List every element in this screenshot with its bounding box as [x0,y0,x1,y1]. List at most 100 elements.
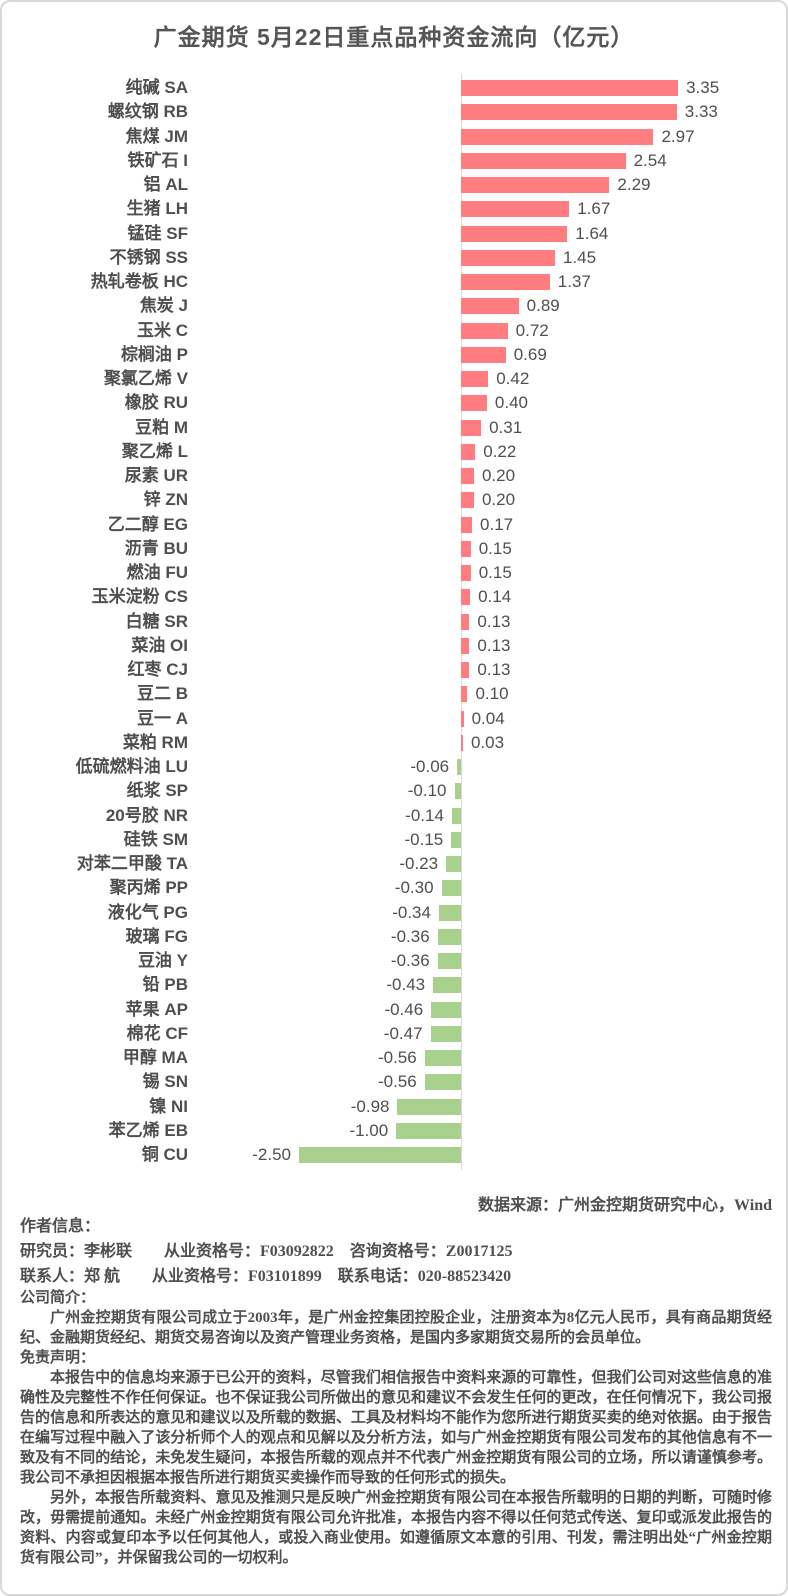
value-label: 1.64 [575,223,609,243]
chart-row: 铅 PB -0.43 [2,973,786,997]
value-label: 2.97 [661,126,695,146]
chart-row: 聚乙烯 L 0.22 [2,440,786,464]
chart-row: 镍 NI -0.98 [2,1095,786,1119]
category-label: 聚氯乙烯 V [103,369,188,388]
value-label: 0.13 [477,660,511,679]
chart-row: 玻璃 FG -0.36 [2,925,786,949]
chart-row: 20号胶 NR -0.14 [2,804,786,828]
value-label: 1.67 [577,199,611,219]
category-label: 纯碱 SA [125,78,188,97]
bar-outflow [451,807,461,824]
chart-row: 玉米 C 0.72 [2,319,786,343]
category-label: 液化气 PG [107,902,188,922]
bar-inflow [461,177,610,193]
chart-row: 沥青 BU 0.15 [2,537,786,561]
category-label: 苹果 AP [125,999,188,1019]
bar-outflow [437,928,461,945]
value-label: 0.03 [470,732,505,752]
category-label: 玉米淀粉 CS [91,587,188,607]
value-label: -0.98 [350,1096,390,1116]
value-label: -0.43 [386,975,426,995]
value-label: -0.34 [392,902,431,922]
chart-rows: 纯碱 SA 3.35 螺纹钢 RB 3.33 焦煤 JM 2.97 铁矿石 I 2.54 铝 A… [2,76,786,1167]
chart-row: 聚氯乙烯 V 0.42 [2,367,786,391]
category-label: 橡胶 RU [124,393,188,413]
value-label: 0.04 [471,708,505,728]
bar-outflow [299,1147,461,1163]
chart-row: 白糖 SR 0.13 [2,610,786,634]
category-label: 红枣 CJ [127,660,188,679]
disclaimer-heading: 免责声明： [20,1350,96,1366]
chart-row: 棕榈油 P 0.69 [2,343,786,367]
author-info-block: 作者信息： 研究员：李彬联 从业资格号：F03092822 咨询资格号：Z001… [20,1214,772,1289]
value-label: 0.42 [496,369,530,388]
category-label: 棕榈油 P [120,344,188,364]
bar-outflow [438,904,461,921]
chart-row: 低硫燃料油 LU -0.06 [2,755,786,779]
value-label: 3.35 [686,78,720,97]
value-label: -0.36 [390,926,430,946]
chart-row: 燃油 FU 0.15 [2,561,786,585]
bar-inflow [461,565,471,581]
chart-row: 豆二 B 0.10 [2,682,786,706]
value-label: 0.17 [480,514,514,534]
category-label: 豆粕 M [135,417,188,437]
bar-inflow [461,540,471,557]
chart-row: 液化气 PG -0.34 [2,901,786,925]
bar-inflow [461,322,508,339]
category-label: 锰硅 SF [127,223,188,243]
chart-row: 聚丙烯 PP -0.30 [2,876,786,900]
bar-outflow [424,1074,461,1091]
chart-row: 豆油 Y -0.36 [2,949,786,973]
bar-inflow [461,80,679,96]
bar-outflow [446,856,461,872]
bar-outflow [437,953,461,969]
bar-inflow [461,468,474,484]
company-profile-text: 广州金控期货有限公司成立于2003年，是广州金控集团控股企业，注册资本为8亿元人… [20,1310,772,1346]
value-label: 0.15 [478,538,512,558]
category-label: 尿素 UR [124,466,188,485]
fund-flow-bar-chart: 纯碱 SA 3.35 螺纹钢 RB 3.33 焦煤 JM 2.97 铁矿石 I 2.54 铝 A… [2,74,786,1170]
contact-line: 联系人：郑 航 从业资格号：F03101899 联系电话：020-8852342… [20,1268,512,1285]
bar-outflow [431,1001,461,1018]
chart-row: 生猪 LH 1.67 [2,197,786,221]
chart-row: 豆粕 M 0.31 [2,416,786,440]
bar-outflow [396,1122,461,1139]
chart-row: 锌 ZN 0.20 [2,488,786,512]
category-label: 焦煤 JM [125,126,188,146]
company-profile-heading: 公司简介： [20,1290,96,1306]
chart-row: 硅铁 SM -0.15 [2,828,786,852]
bar-inflow [461,516,473,533]
category-label: 菜油 OI [131,635,188,655]
chart-row: 铝 AL 2.29 [2,173,786,197]
category-label: 铅 PB [142,975,188,995]
bar-outflow [451,831,461,848]
category-label: 铁矿石 I [127,150,188,170]
bar-inflow [461,613,470,630]
value-label: -0.06 [410,757,450,776]
category-label: 锡 SN [142,1072,188,1092]
bar-outflow [397,1098,461,1115]
value-label: 0.20 [481,466,516,485]
chart-row: 铁矿石 I 2.54 [2,149,786,173]
category-label: 玻璃 FG [125,926,188,946]
chart-row: 苹果 AP -0.46 [2,998,786,1022]
data-source-note: 数据来源：广州金控期货研究中心，Wind [478,1197,772,1214]
chart-row: 锡 SN -0.56 [2,1070,786,1094]
value-label: 0.31 [489,417,523,437]
bar-inflow [461,104,677,121]
category-label: 乙二醇 EG [107,514,188,534]
bar-outflow [457,759,461,775]
value-label: 0.15 [478,563,512,582]
category-label: 豆油 Y [137,951,188,970]
category-label: 铜 CU [141,1145,188,1164]
value-label: -0.15 [404,829,444,849]
chart-title: 广金期货 5月22日重点品种资金流向（亿元） [153,24,635,50]
value-label: 0.20 [481,490,516,510]
value-label: -0.23 [399,854,439,873]
author-info-heading: 作者信息： [20,1218,101,1235]
value-label: -0.46 [384,999,424,1019]
chart-row: 尿素 UR 0.20 [2,464,786,488]
value-label: -0.56 [377,1072,417,1092]
category-label: 锌 ZN [143,490,188,510]
